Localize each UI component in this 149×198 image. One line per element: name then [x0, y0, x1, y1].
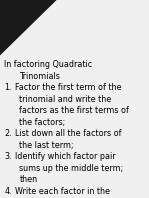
- Text: Trinomials: Trinomials: [19, 72, 60, 81]
- Text: then: then: [19, 175, 38, 184]
- Text: Identify which factor pair: Identify which factor pair: [15, 152, 115, 161]
- Text: Factoring Quadratic: Factoring Quadratic: [34, 3, 146, 13]
- Text: the factors;: the factors;: [19, 118, 66, 127]
- Text: Trinomials of the form: Trinomials of the form: [21, 21, 146, 31]
- Text: 1.: 1.: [4, 83, 12, 92]
- Text: Factor the first term of the: Factor the first term of the: [15, 83, 121, 92]
- Text: the last term;: the last term;: [19, 141, 74, 150]
- Text: factors as the first terms of: factors as the first terms of: [19, 106, 129, 115]
- Text: Write each factor in the: Write each factor in the: [15, 187, 110, 196]
- Text: 4.: 4.: [4, 187, 12, 196]
- Text: 2.: 2.: [4, 129, 12, 138]
- Text: In factoring Quadratic: In factoring Quadratic: [4, 60, 93, 69]
- Text: 3.: 3.: [4, 152, 12, 161]
- Text: sums up the middle term;: sums up the middle term;: [19, 164, 124, 173]
- Text: List down all the factors of: List down all the factors of: [15, 129, 121, 138]
- Text: trinomial and write the: trinomial and write the: [19, 95, 112, 104]
- Text: ax² + bx + c, where a = 1: ax² + bx + c, where a = 1: [3, 39, 146, 49]
